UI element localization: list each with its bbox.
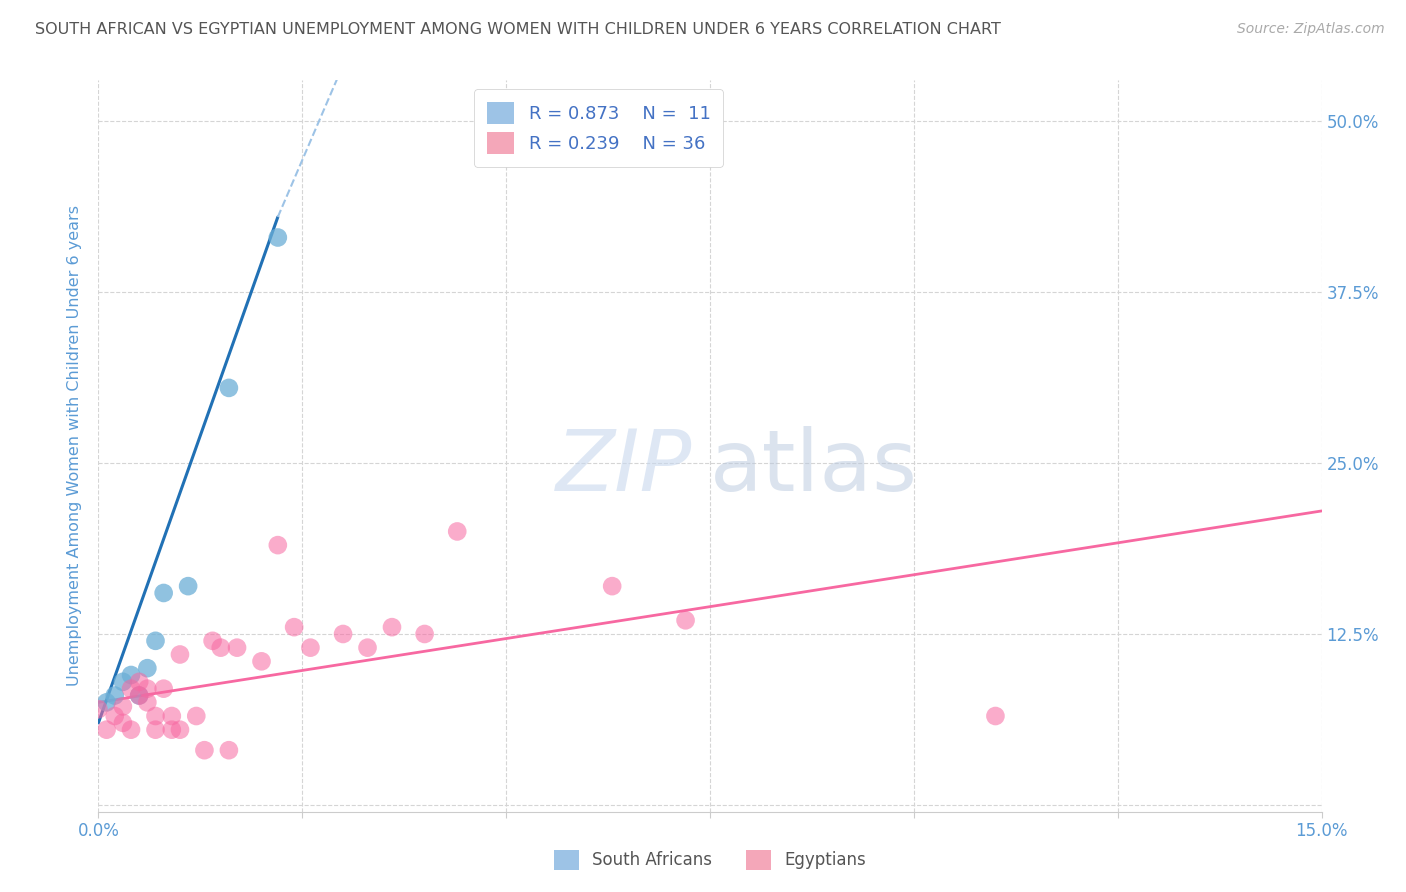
Point: [128, 674, 150, 689]
Point: [145, 633, 167, 648]
Point: [356, 640, 378, 655]
Point: [120, 723, 142, 737]
Point: [160, 709, 183, 723]
Point: [446, 524, 468, 539]
Point: [120, 668, 142, 682]
Point: [193, 743, 215, 757]
Point: [169, 723, 191, 737]
Point: [120, 681, 142, 696]
Point: [226, 640, 249, 655]
Point: [299, 640, 322, 655]
Point: [250, 654, 273, 668]
Point: [136, 681, 159, 696]
Point: [413, 627, 436, 641]
Point: [96, 723, 118, 737]
Text: SOUTH AFRICAN VS EGYPTIAN UNEMPLOYMENT AMONG WOMEN WITH CHILDREN UNDER 6 YEARS C: SOUTH AFRICAN VS EGYPTIAN UNEMPLOYMENT A…: [35, 22, 1001, 37]
Point: [152, 681, 174, 696]
Point: [984, 709, 1007, 723]
Point: [218, 743, 240, 757]
Point: [136, 695, 159, 709]
Point: [267, 538, 290, 552]
Point: [381, 620, 404, 634]
Text: ZIP: ZIP: [555, 426, 692, 509]
Legend: South Africans, Egyptians: South Africans, Egyptians: [547, 843, 873, 877]
Point: [111, 699, 134, 714]
Y-axis label: Unemployment Among Women with Children Under 6 years: Unemployment Among Women with Children U…: [67, 205, 83, 687]
Point: [283, 620, 305, 634]
Text: atlas: atlas: [710, 426, 918, 509]
Point: [87, 702, 110, 716]
Point: [96, 695, 118, 709]
Point: [104, 709, 127, 723]
Point: [152, 586, 174, 600]
Point: [145, 709, 167, 723]
Point: [177, 579, 200, 593]
Point: [136, 661, 159, 675]
Point: [218, 381, 240, 395]
Point: [104, 689, 127, 703]
Point: [111, 674, 134, 689]
Point: [128, 689, 150, 703]
Point: [209, 640, 232, 655]
Point: [128, 689, 150, 703]
Point: [160, 723, 183, 737]
Point: [332, 627, 354, 641]
Point: [145, 723, 167, 737]
Point: [675, 613, 697, 627]
Text: Source: ZipAtlas.com: Source: ZipAtlas.com: [1237, 22, 1385, 37]
Point: [267, 230, 290, 244]
Point: [169, 648, 191, 662]
Point: [186, 709, 208, 723]
Point: [111, 715, 134, 730]
Point: [600, 579, 623, 593]
Point: [201, 633, 224, 648]
